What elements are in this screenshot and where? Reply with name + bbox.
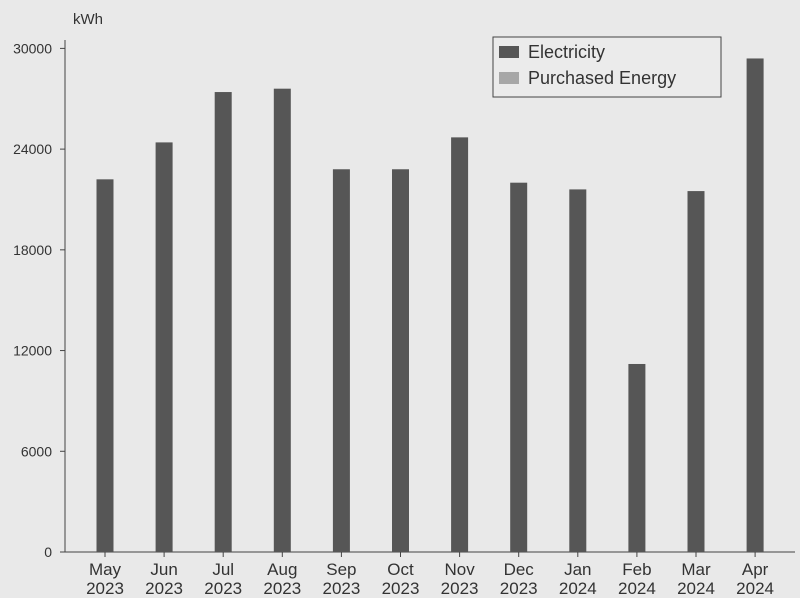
x-tick-label-month: Nov — [444, 560, 475, 579]
x-tick-label-month: Aug — [267, 560, 297, 579]
x-tick-label-year: 2023 — [322, 579, 360, 598]
x-axis: May2023Jun2023Jul2023Aug2023Sep2023Oct20… — [65, 551, 795, 598]
x-tick-label-month: Sep — [326, 560, 356, 579]
legend-box — [492, 36, 722, 98]
x-tick-label-year: 2023 — [263, 579, 301, 598]
y-axis: 0 6000 12000 18000 24000 30000 — [13, 40, 66, 560]
legend-swatch — [499, 46, 519, 58]
legend-label: Electricity — [528, 42, 605, 62]
bar-electricity — [687, 191, 705, 552]
x-tick-label-month: May — [89, 560, 122, 579]
bar-electricity — [332, 169, 350, 552]
bar-electricity — [746, 58, 764, 552]
legend: Electricity Purchased Energy — [492, 36, 722, 98]
x-tick-label-month: Apr — [742, 560, 769, 579]
x-tick-label-month: Oct — [387, 560, 414, 579]
y-tick-label: 0 — [44, 544, 52, 560]
y-tick-label: 18000 — [13, 242, 52, 258]
x-tick-label-year: 2024 — [677, 579, 715, 598]
bar-electricity — [155, 142, 173, 552]
x-tick-label-month: Mar — [681, 560, 711, 579]
bar-electricity — [273, 88, 291, 552]
bar-electricity — [569, 189, 587, 553]
x-tick-label-month: Dec — [504, 560, 535, 579]
bar-electricity — [628, 363, 646, 552]
y-tick-label: 12000 — [13, 343, 52, 359]
bar-electricity — [392, 169, 409, 552]
x-tick-label-year: 2023 — [145, 579, 183, 598]
bar-electricity — [214, 92, 232, 553]
x-tick-label-year: 2023 — [382, 579, 420, 598]
x-tick-label-year: 2024 — [559, 579, 597, 598]
x-tick-label-year: 2023 — [204, 579, 242, 598]
y-tick-label: 24000 — [13, 141, 52, 157]
x-tick-label-year: 2024 — [618, 579, 656, 598]
x-tick-label-year: 2023 — [441, 579, 479, 598]
bar-electricity — [96, 179, 114, 552]
x-tick-label-year: 2023 — [500, 579, 538, 598]
y-tick-label: 30000 — [13, 40, 52, 56]
legend-swatch — [499, 72, 519, 84]
bar-electricity — [510, 182, 528, 552]
x-tick-label-year: 2023 — [86, 579, 124, 598]
x-tick-label-month: Jun — [150, 560, 177, 579]
x-tick-label-month: Jul — [212, 560, 234, 579]
x-tick-label-year: 2024 — [736, 579, 774, 598]
y-axis-unit-label: kWh — [73, 11, 103, 28]
y-tick-label: 6000 — [21, 443, 52, 459]
x-tick-label-month: Jan — [564, 560, 591, 579]
legend-label: Purchased Energy — [528, 68, 676, 88]
bar-electricity — [451, 137, 469, 552]
x-tick-label-month: Feb — [622, 560, 651, 579]
bars — [96, 58, 764, 553]
